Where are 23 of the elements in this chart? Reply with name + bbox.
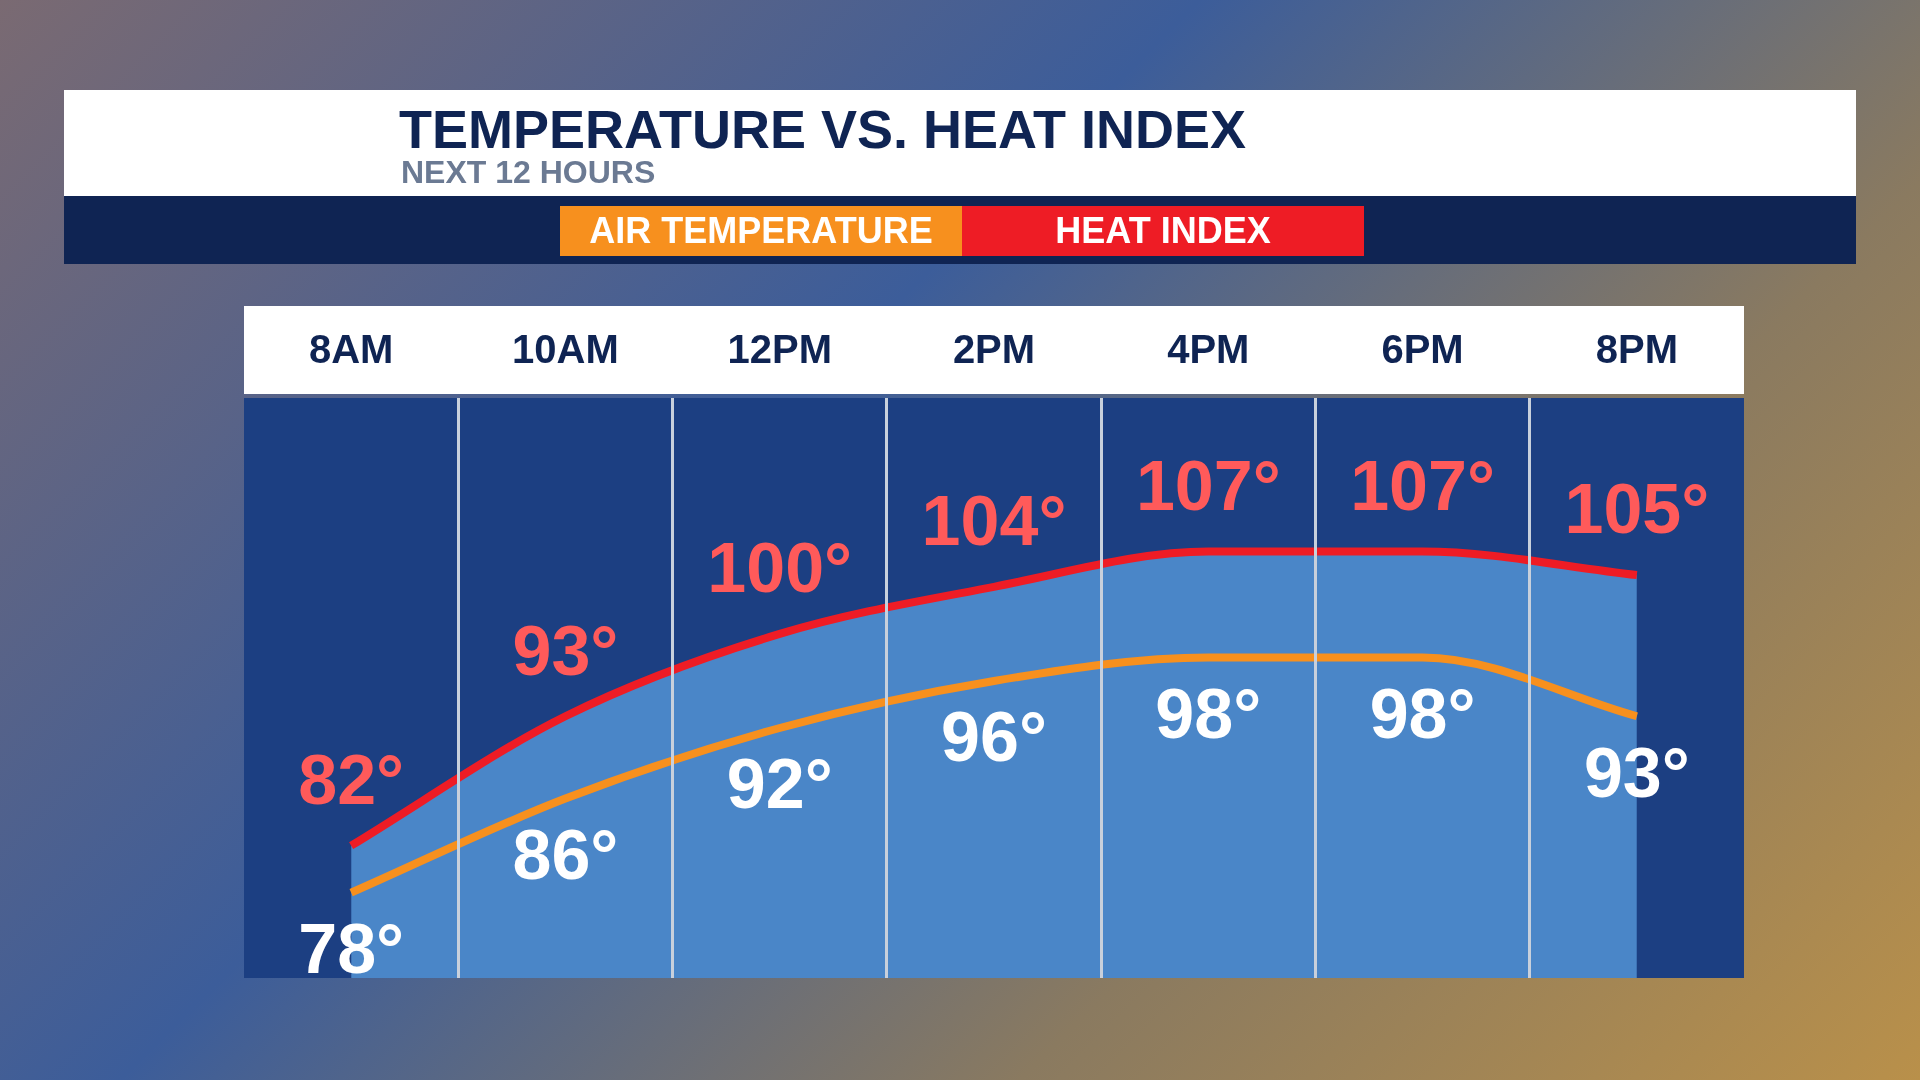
data-label: 98° — [1155, 674, 1262, 753]
data-label: 78° — [298, 910, 405, 988]
data-label: 93° — [512, 611, 619, 690]
text: HEAT INDEX — [962, 206, 1364, 256]
x-tick-label: 4PM — [1167, 327, 1250, 372]
x-tick-label: 6PM — [1381, 327, 1464, 372]
data-label: 105° — [1564, 470, 1710, 549]
data-label: 104° — [921, 482, 1067, 561]
x-tick-label: 8PM — [1595, 327, 1678, 372]
x-tick-label: 12PM — [727, 327, 832, 372]
data-label: 107° — [1135, 446, 1281, 525]
data-label: 92° — [726, 745, 833, 824]
x-tick-label: 10AM — [512, 327, 619, 372]
data-label: 86° — [512, 815, 619, 894]
text: AIR TEMPERATURE — [560, 206, 962, 256]
data-label: 96° — [941, 698, 1047, 777]
x-tick-label: 2PM — [952, 327, 1036, 372]
data-label: 100° — [707, 529, 853, 608]
data-label: 82° — [298, 740, 405, 819]
data-label: 93° — [1583, 733, 1690, 812]
data-label: 98° — [1369, 674, 1476, 753]
data-label: 107° — [1350, 446, 1495, 525]
x-tick-label: 8AM — [308, 327, 394, 372]
